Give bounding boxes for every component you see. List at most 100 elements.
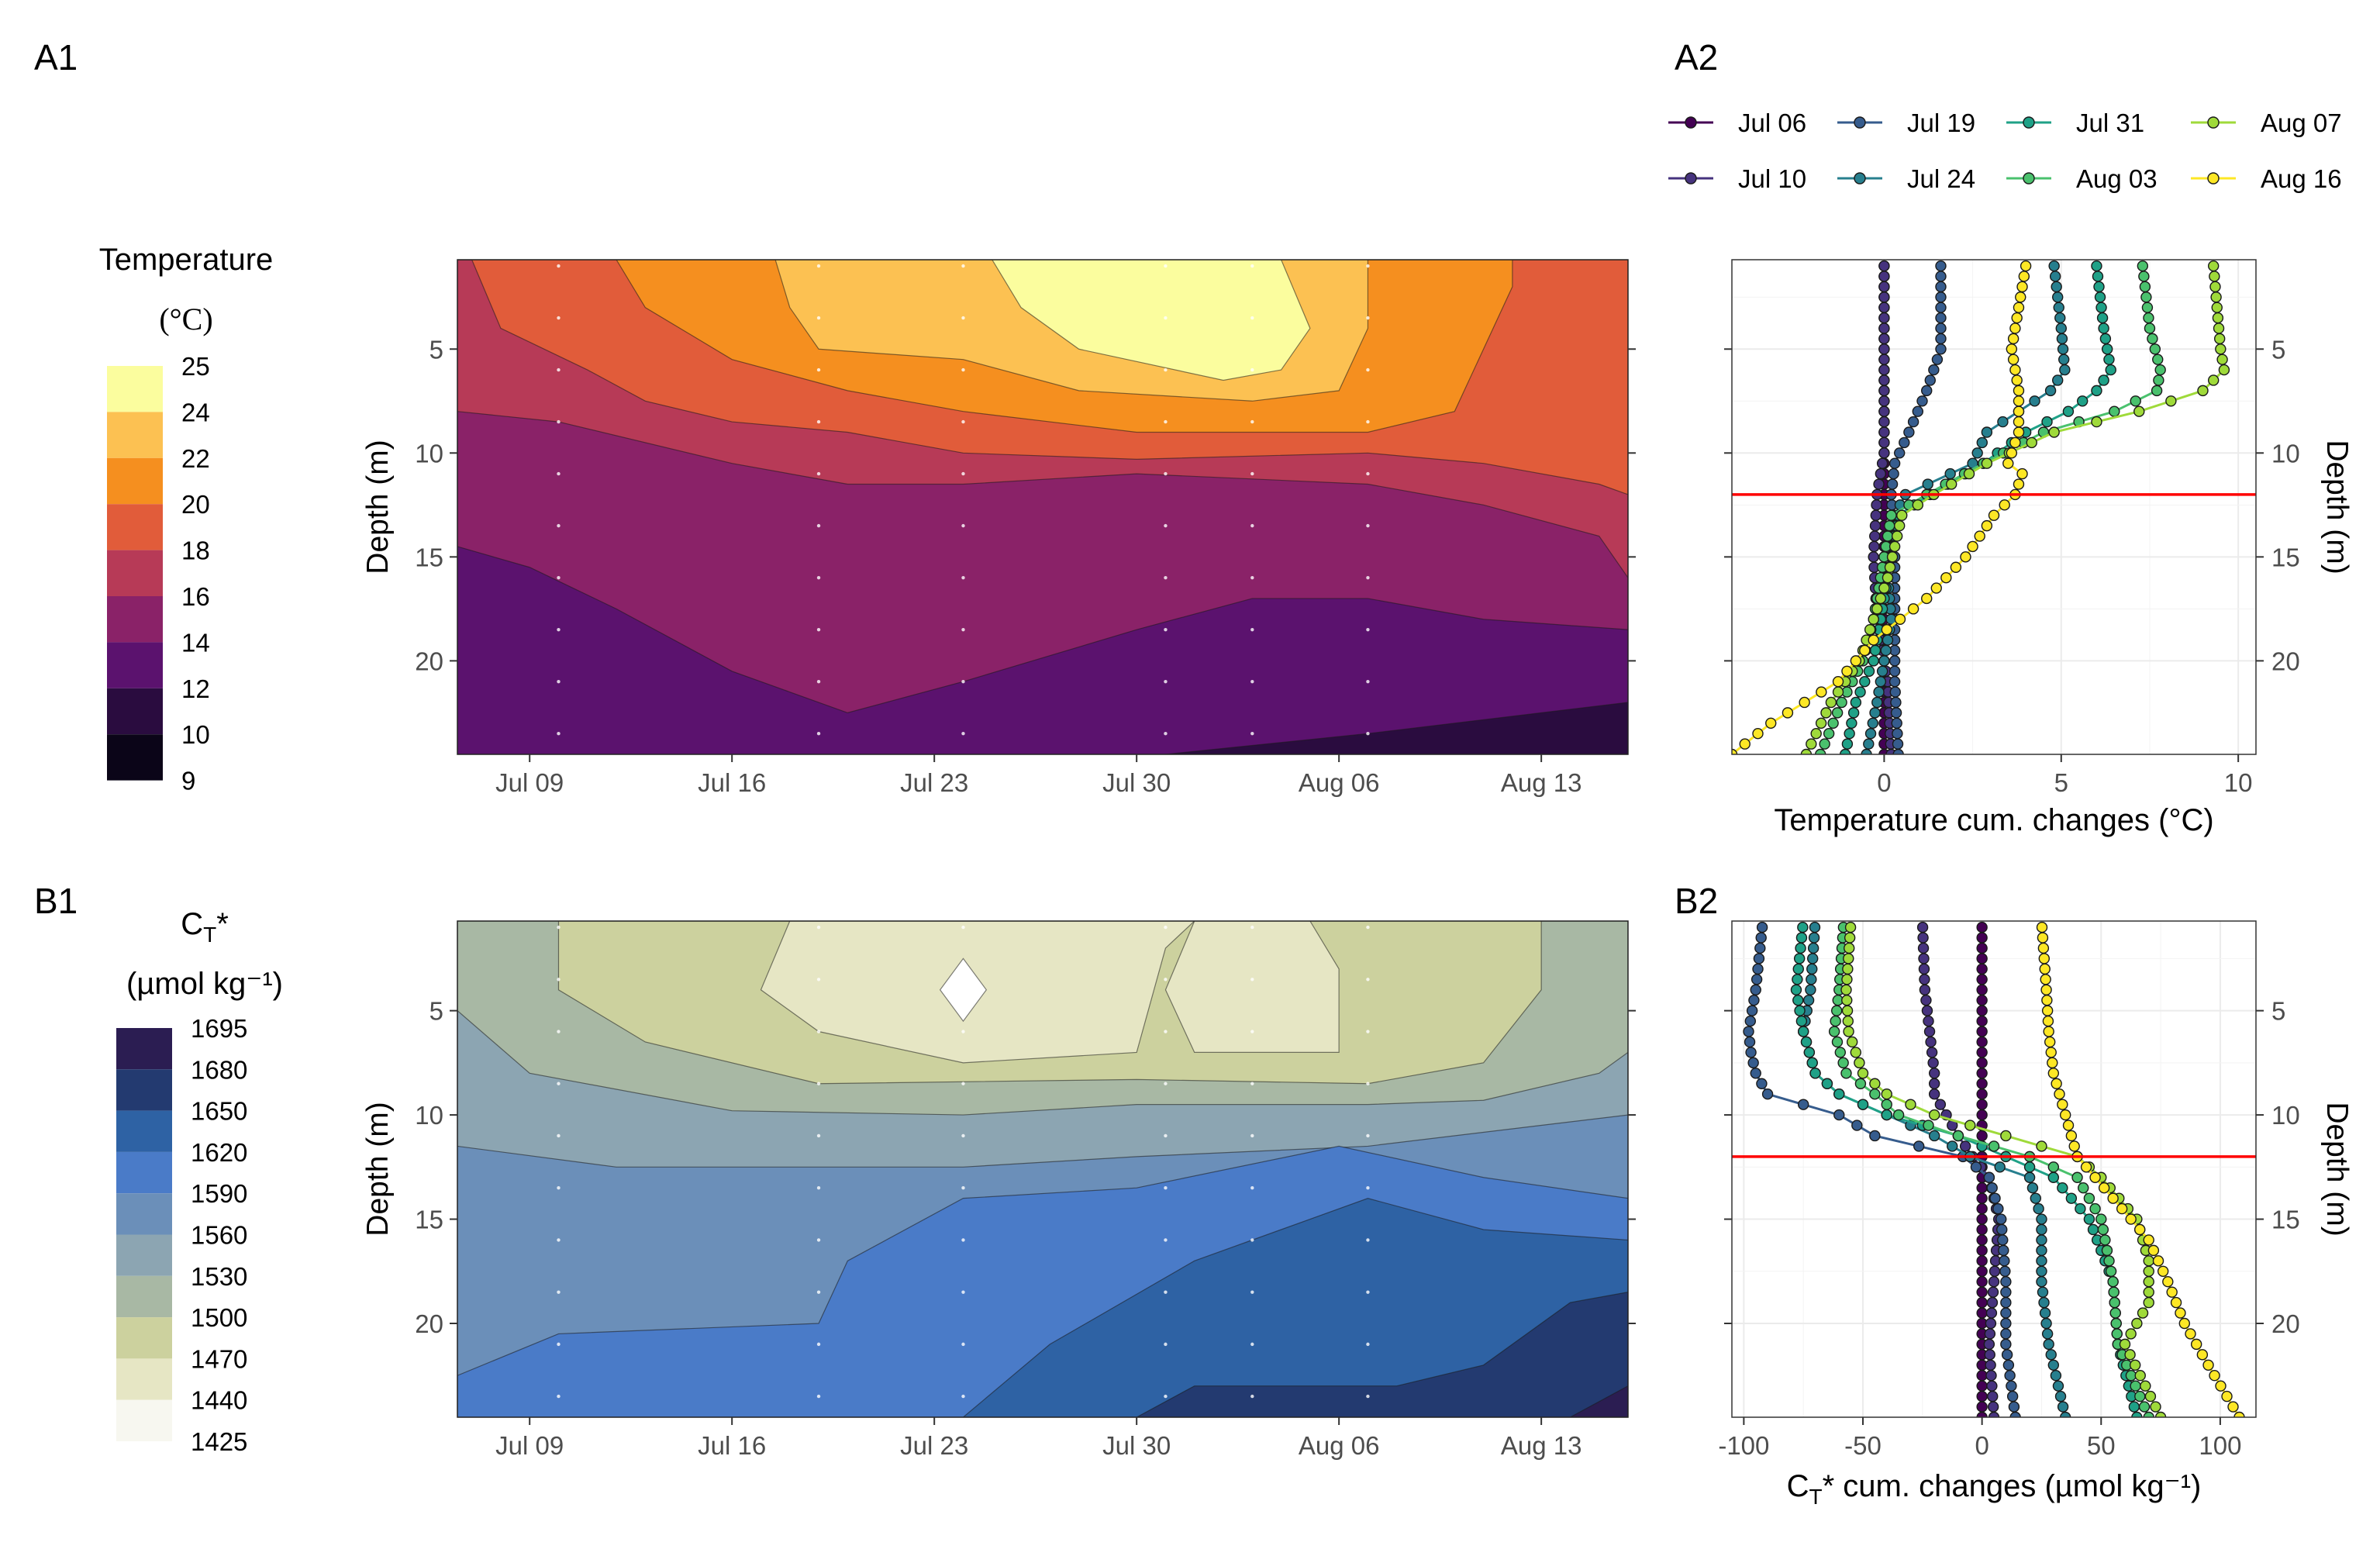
series-point xyxy=(1854,1057,1865,1069)
sample-dot xyxy=(557,264,561,268)
series-point xyxy=(2016,467,2028,480)
series-point xyxy=(2026,436,2037,449)
series-point xyxy=(1920,994,1932,1006)
plot-frame xyxy=(1731,920,2257,1418)
sample-dot xyxy=(1164,1186,1168,1190)
sample-dot xyxy=(1164,925,1168,930)
series-point xyxy=(1928,1088,1940,1100)
sample-dot xyxy=(1366,575,1370,580)
series-point xyxy=(2099,333,2112,345)
series-point xyxy=(1976,953,1988,964)
legend-swatch xyxy=(107,550,163,596)
series-point xyxy=(1841,665,1853,677)
sample-dot xyxy=(1250,1394,1254,1399)
series-point xyxy=(2058,354,2070,365)
series-point xyxy=(2065,1130,2078,1142)
series-point xyxy=(2080,1161,2092,1173)
legend-swatch xyxy=(116,1069,172,1111)
sample-dot xyxy=(816,627,821,632)
sample-dot xyxy=(961,731,965,736)
series-point xyxy=(1881,1088,1892,1100)
series-point xyxy=(2178,1317,2191,1330)
series-point xyxy=(1919,984,1931,995)
series-point xyxy=(2013,405,2025,417)
series-point xyxy=(2166,1286,2178,1298)
y-tick-label: 5 xyxy=(2271,997,2285,1026)
series-point xyxy=(2227,1401,2239,1413)
series-point xyxy=(1998,1244,2009,1257)
series-point xyxy=(2036,1265,2047,1277)
sample-dot xyxy=(1366,471,1370,476)
sample-dot xyxy=(1250,1186,1254,1190)
series-point xyxy=(1976,1078,1988,1089)
sample-dot xyxy=(816,575,821,580)
band-1680-1695 xyxy=(1570,1385,1628,1417)
series-point xyxy=(1964,1120,1976,1131)
series-point xyxy=(1983,1171,1995,1183)
series-point xyxy=(1844,942,1855,954)
sample-dot xyxy=(1250,925,1254,930)
legend-swatch xyxy=(116,1193,172,1235)
series-point xyxy=(2098,1182,2110,1194)
legend-key-point xyxy=(1854,172,1866,185)
sample-dot xyxy=(557,978,561,982)
sample-dot xyxy=(1250,1342,1254,1347)
series-point xyxy=(2057,1182,2068,1194)
series-point xyxy=(2057,1099,2068,1110)
legend-label: Jul 24 xyxy=(1907,164,1975,193)
sample-dot xyxy=(1366,1394,1370,1399)
legend-label: 1695 xyxy=(191,1014,247,1043)
series-point xyxy=(1935,343,1947,355)
series-point xyxy=(2190,1338,2202,1351)
sample-dot xyxy=(1164,419,1168,424)
series-point xyxy=(2006,1380,2017,1392)
series-point xyxy=(1952,1130,1964,1142)
series-point xyxy=(2109,1307,2121,1319)
sample-dot xyxy=(557,367,561,372)
series-point xyxy=(1859,644,1871,657)
series-point xyxy=(2018,271,2030,282)
sample-dot xyxy=(1366,316,1370,320)
sample-dot xyxy=(1250,264,1254,268)
series-point xyxy=(1831,707,1844,719)
sample-dot xyxy=(557,1394,561,1399)
series-point xyxy=(1988,1411,2000,1417)
series-point xyxy=(2165,395,2177,407)
series-point xyxy=(1976,963,1988,975)
sample-dot xyxy=(1366,925,1370,930)
x-tick-label: Aug 06 xyxy=(1299,768,1380,797)
sample-dot xyxy=(1250,627,1254,632)
series-point xyxy=(2011,374,2023,386)
sample-dot xyxy=(1164,367,1168,372)
series-point xyxy=(1976,984,1988,995)
series-point xyxy=(2008,1401,2020,1413)
series-point xyxy=(2147,1244,2160,1257)
series-point xyxy=(2143,1286,2154,1298)
series-point xyxy=(1756,921,1768,933)
legend-label: 24 xyxy=(181,398,210,426)
series-point xyxy=(1815,717,1827,729)
x-tick-label: Jul 23 xyxy=(900,768,968,797)
band-24-25 xyxy=(992,260,1311,381)
series-point xyxy=(2157,1265,2169,1277)
series-point xyxy=(2140,292,2152,303)
series-point xyxy=(2137,1307,2149,1319)
y-tick-label: 15 xyxy=(415,543,443,571)
x-tick-label: 10 xyxy=(2224,768,2253,797)
series-point xyxy=(1782,707,1794,719)
series-point xyxy=(2218,364,2230,376)
series-point xyxy=(2128,1401,2140,1413)
x-tick-label: Aug 06 xyxy=(1299,1431,1380,1460)
series-point xyxy=(1878,354,1890,365)
series-point xyxy=(2033,1202,2044,1215)
sample-dot xyxy=(557,627,561,632)
legend-label: Jul 19 xyxy=(1907,109,1975,137)
sample-dot xyxy=(1250,1133,1254,1138)
series-point xyxy=(1976,1296,1988,1309)
series-point xyxy=(1930,582,1942,594)
series-point xyxy=(2078,1182,2089,1194)
series-point xyxy=(1869,1078,1881,1089)
series-point xyxy=(1878,447,1890,459)
series-point xyxy=(1878,385,1890,397)
series-point xyxy=(1765,717,1777,729)
